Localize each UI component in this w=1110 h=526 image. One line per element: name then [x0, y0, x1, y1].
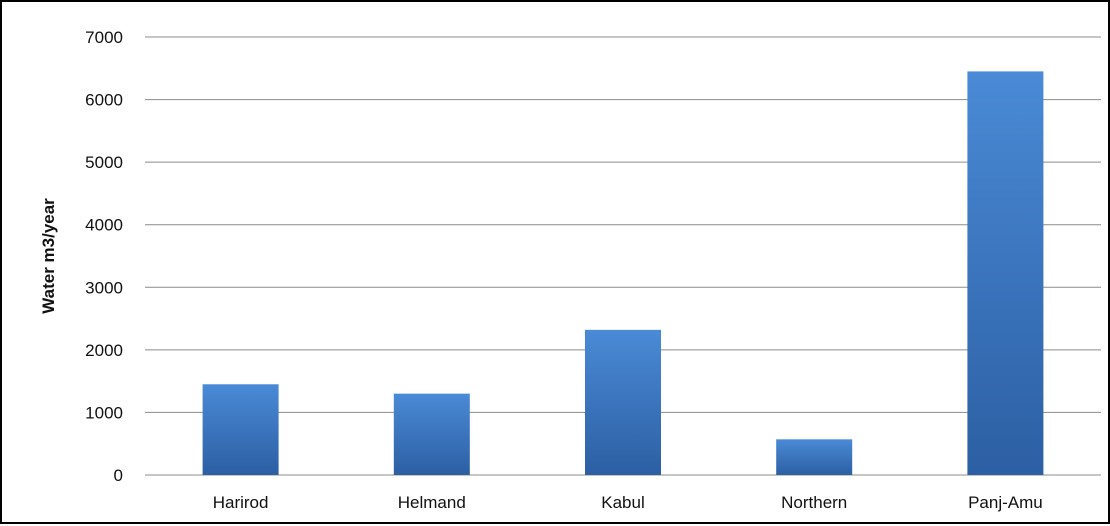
bar-helmand: [393, 393, 470, 475]
y-tick-label: 1000: [85, 403, 123, 422]
bar-harirod: [202, 384, 279, 475]
bar-kabul: [585, 329, 661, 475]
y-tick-label: 7000: [85, 28, 123, 47]
y-tick-label: 0: [114, 466, 123, 485]
bar-northern: [776, 439, 853, 475]
x-tick-label: Panj-Amu: [968, 493, 1043, 512]
y-tick-label: 3000: [85, 278, 123, 297]
x-tick-label: Helmand: [398, 493, 466, 512]
y-axis-label: Water m3/year: [39, 198, 58, 314]
x-tick-label: Northern: [781, 493, 847, 512]
bar-panj-amu: [967, 71, 1044, 476]
x-tick-label: Harirod: [213, 493, 269, 512]
x-tick-label: Kabul: [601, 493, 644, 512]
bars: [202, 71, 1044, 476]
y-tick-label: 5000: [85, 153, 123, 172]
y-tick-label: 2000: [85, 341, 123, 360]
y-tick-label: 6000: [85, 91, 123, 110]
x-tick-labels: Harirod Helmand Kabul Northern Panj-Amu: [213, 493, 1043, 512]
y-tick-label: 4000: [85, 216, 123, 235]
y-tick-labels: 0 1000 2000 3000 4000 5000 6000 7000: [85, 28, 123, 485]
